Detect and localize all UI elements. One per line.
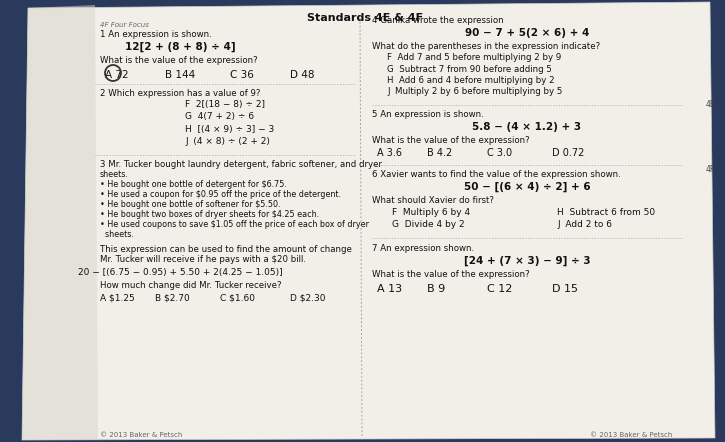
Text: F  2[(18 − 8) ÷ 2]: F 2[(18 − 8) ÷ 2] — [185, 100, 265, 109]
Text: 50 − [(6 × 4) ÷ 2] + 6: 50 − [(6 × 4) ÷ 2] + 6 — [464, 182, 590, 192]
Text: D 15: D 15 — [552, 284, 578, 294]
Text: • He used coupons to save $1.05 off the price of each box of dryer: • He used coupons to save $1.05 off the … — [100, 220, 369, 229]
Text: A $1.25: A $1.25 — [100, 293, 135, 302]
Text: A 13: A 13 — [377, 284, 402, 294]
Text: H  [(4 × 9) ÷ 3] − 3: H [(4 × 9) ÷ 3] − 3 — [185, 125, 274, 134]
Text: 12[2 + (8 + 8) ÷ 4]: 12[2 + (8 + 8) ÷ 4] — [125, 42, 236, 52]
Text: A 72: A 72 — [105, 70, 128, 80]
Text: What do the parentheses in the expression indicate?: What do the parentheses in the expressio… — [372, 42, 600, 51]
Text: D $2.30: D $2.30 — [290, 293, 326, 302]
Polygon shape — [22, 2, 715, 440]
Text: B 9: B 9 — [427, 284, 445, 294]
Polygon shape — [22, 5, 98, 440]
Text: sheets.: sheets. — [100, 230, 134, 239]
Text: J  (4 × 8) ÷ (2 + 2): J (4 × 8) ÷ (2 + 2) — [185, 137, 270, 146]
Text: 20 − [(6.75 − 0.95) + 5.50 + 2(4.25 − 1.05)]: 20 − [(6.75 − 0.95) + 5.50 + 2(4.25 − 1.… — [78, 268, 282, 277]
Text: © 2013 Baker & Petsch: © 2013 Baker & Petsch — [100, 432, 183, 438]
Text: C 3.0: C 3.0 — [487, 148, 512, 158]
Text: A 3.6: A 3.6 — [377, 148, 402, 158]
Text: C 36: C 36 — [230, 70, 254, 80]
Text: What is the value of the expression?: What is the value of the expression? — [100, 56, 257, 65]
Text: • He bought one bottle of softener for $5.50.: • He bought one bottle of softener for $… — [100, 200, 281, 209]
Text: F  Multiply 6 by 4: F Multiply 6 by 4 — [392, 208, 470, 217]
Text: • He used a coupon for $0.95 off the price of the detergent.: • He used a coupon for $0.95 off the pri… — [100, 190, 341, 199]
Text: 5 An expression is shown.: 5 An expression is shown. — [372, 110, 484, 119]
Text: 2 Which expression has a value of 9?: 2 Which expression has a value of 9? — [100, 89, 260, 98]
Text: H  Subtract 6 from 50: H Subtract 6 from 50 — [557, 208, 655, 217]
Text: G  Subtract 7 from 90 before adding 5: G Subtract 7 from 90 before adding 5 — [387, 65, 552, 73]
Text: H  Add 6 and 4 before multiplying by 2: H Add 6 and 4 before multiplying by 2 — [387, 76, 555, 85]
Text: What should Xavier do first?: What should Xavier do first? — [372, 196, 494, 205]
Text: sheets.: sheets. — [100, 170, 129, 179]
Text: How much change did Mr. Tucker receive?: How much change did Mr. Tucker receive? — [100, 281, 281, 290]
Text: J  Add 2 to 6: J Add 2 to 6 — [557, 220, 612, 229]
Text: 4F: 4F — [706, 165, 716, 174]
Text: Mr. Tucker will receive if he pays with a $20 bill.: Mr. Tucker will receive if he pays with … — [100, 255, 306, 264]
Text: © 2013 Baker & Petsch: © 2013 Baker & Petsch — [589, 432, 672, 438]
Text: 4F Four Focus: 4F Four Focus — [100, 22, 149, 28]
Text: This expression can be used to find the amount of change: This expression can be used to find the … — [100, 245, 352, 254]
Text: B 4.2: B 4.2 — [427, 148, 452, 158]
Text: J  Multiply 2 by 6 before multiplying by 5: J Multiply 2 by 6 before multiplying by … — [387, 88, 563, 96]
Text: 6 Xavier wants to find the value of the expression shown.: 6 Xavier wants to find the value of the … — [372, 170, 621, 179]
Text: C $1.60: C $1.60 — [220, 293, 255, 302]
Text: 7 An expression shown.: 7 An expression shown. — [372, 244, 474, 253]
Text: 4 Ganika wrote the expression: 4 Ganika wrote the expression — [372, 16, 504, 25]
Text: B 144: B 144 — [165, 70, 195, 80]
Text: • He bought two boxes of dryer sheets for $4.25 each.: • He bought two boxes of dryer sheets fo… — [100, 210, 319, 219]
Text: C 12: C 12 — [487, 284, 513, 294]
Text: G  Divide 4 by 2: G Divide 4 by 2 — [392, 220, 465, 229]
Text: 1 An expression is shown.: 1 An expression is shown. — [100, 30, 212, 39]
Text: 5.8 − (4 × 1.2) + 3: 5.8 − (4 × 1.2) + 3 — [473, 122, 581, 132]
Text: 3 Mr. Tucker bought laundry detergent, fabric softener, and dryer: 3 Mr. Tucker bought laundry detergent, f… — [100, 160, 382, 169]
Text: Standards 4E & 4F: Standards 4E & 4F — [307, 13, 423, 23]
Text: • He bought one bottle of detergent for $6.75.: • He bought one bottle of detergent for … — [100, 180, 287, 189]
Text: B $2.70: B $2.70 — [155, 293, 190, 302]
Text: What is the value of the expression?: What is the value of the expression? — [372, 270, 530, 279]
Text: F  Add 7 and 5 before multiplying 2 by 9: F Add 7 and 5 before multiplying 2 by 9 — [387, 53, 561, 62]
Text: [24 + (7 × 3) − 9] ÷ 3: [24 + (7 × 3) − 9] ÷ 3 — [464, 256, 590, 266]
Text: 4E: 4E — [706, 100, 716, 109]
Text: D 0.72: D 0.72 — [552, 148, 584, 158]
Text: G  4(7 + 2) ÷ 6: G 4(7 + 2) ÷ 6 — [185, 113, 254, 122]
Text: D 48: D 48 — [290, 70, 315, 80]
Text: 90 − 7 + 5(2 × 6) + 4: 90 − 7 + 5(2 × 6) + 4 — [465, 28, 589, 38]
Text: What is the value of the expression?: What is the value of the expression? — [372, 136, 530, 145]
